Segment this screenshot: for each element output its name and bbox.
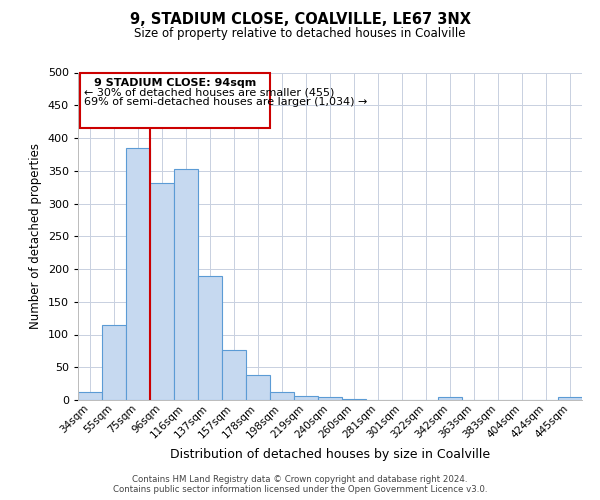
X-axis label: Distribution of detached houses by size in Coalville: Distribution of detached houses by size … bbox=[170, 448, 490, 461]
Bar bbox=[294, 396, 318, 400]
Text: 9 STADIUM CLOSE: 94sqm: 9 STADIUM CLOSE: 94sqm bbox=[94, 78, 256, 88]
Bar bbox=[174, 169, 198, 400]
Text: Contains HM Land Registry data © Crown copyright and database right 2024.: Contains HM Land Registry data © Crown c… bbox=[132, 475, 468, 484]
FancyBboxPatch shape bbox=[80, 72, 270, 128]
Text: 9, STADIUM CLOSE, COALVILLE, LE67 3NX: 9, STADIUM CLOSE, COALVILLE, LE67 3NX bbox=[130, 12, 470, 28]
Text: 69% of semi-detached houses are larger (1,034) →: 69% of semi-detached houses are larger (… bbox=[84, 96, 367, 106]
Bar bbox=[126, 148, 150, 400]
Bar bbox=[78, 392, 102, 400]
Bar bbox=[558, 398, 582, 400]
Text: Size of property relative to detached houses in Coalville: Size of property relative to detached ho… bbox=[134, 28, 466, 40]
Bar bbox=[342, 398, 366, 400]
Bar bbox=[150, 182, 174, 400]
Bar bbox=[438, 398, 462, 400]
Bar bbox=[222, 350, 246, 400]
Bar bbox=[246, 375, 270, 400]
Bar bbox=[318, 396, 342, 400]
Bar bbox=[198, 276, 222, 400]
Bar bbox=[270, 392, 294, 400]
Text: ← 30% of detached houses are smaller (455): ← 30% of detached houses are smaller (45… bbox=[84, 88, 334, 98]
Text: Contains public sector information licensed under the Open Government Licence v3: Contains public sector information licen… bbox=[113, 485, 487, 494]
Y-axis label: Number of detached properties: Number of detached properties bbox=[29, 143, 42, 329]
Bar bbox=[102, 324, 126, 400]
